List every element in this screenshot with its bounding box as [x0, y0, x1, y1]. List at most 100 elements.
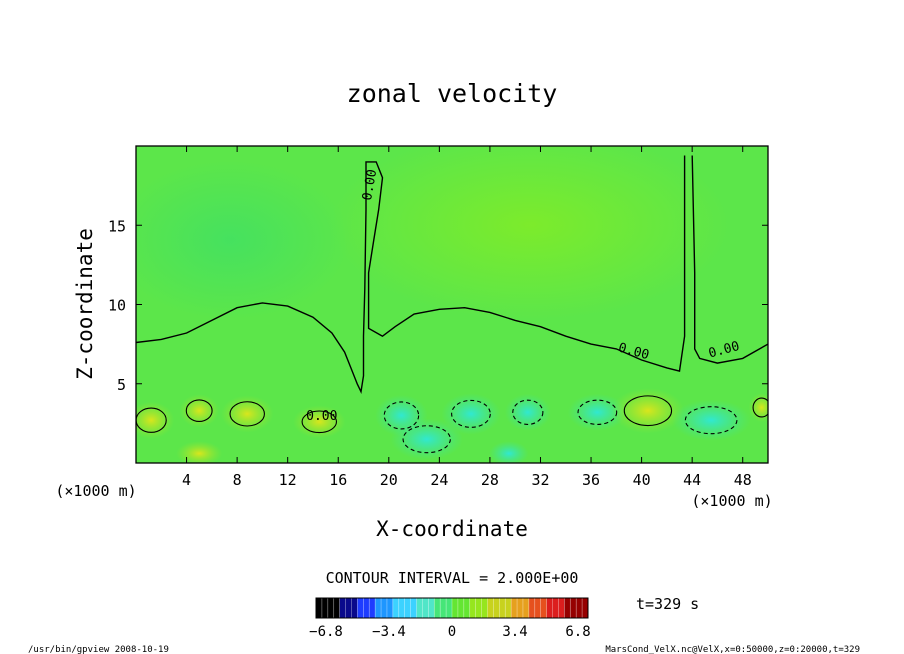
colorbar-tick-label: 0 [448, 624, 456, 640]
positive-velocity-cell [176, 441, 223, 463]
colorbar-frame [315, 597, 589, 619]
colorbar-swatch [493, 598, 500, 618]
colorbar-tick-label: 3.4 [502, 624, 527, 640]
x-tick-label: 40 [633, 471, 651, 489]
colorbar-tick-label: 6.8 [565, 624, 590, 640]
colorbar-swatch [369, 598, 376, 618]
colorbar-swatch [416, 598, 423, 618]
negative-contour [684, 406, 738, 435]
chart-title: zonal velocity [347, 79, 558, 108]
negative-velocity-cell [390, 418, 463, 460]
positive-velocity-cell [220, 395, 274, 433]
colorbar-swatch [505, 598, 512, 618]
y-tick-label: 5 [117, 376, 126, 394]
colorbar-swatch [528, 598, 535, 618]
colorbar-tick-label: −6.8 [309, 624, 343, 640]
colorbar-swatch [576, 598, 583, 618]
colorbar-swatch [469, 598, 476, 618]
positive-velocity-cell [292, 405, 346, 439]
colorbar-swatch [481, 598, 488, 618]
colorbar-swatch [422, 598, 429, 618]
x-tick-label: 28 [481, 471, 499, 489]
x-tick-label: 16 [329, 471, 347, 489]
colorbar-swatch [487, 598, 494, 618]
colorbar-swatch [327, 598, 334, 618]
colorbar-swatch [386, 598, 393, 618]
contour-label: 0.00 [306, 409, 337, 424]
negative-velocity-cell [504, 393, 551, 431]
field-upper-left-region [136, 160, 350, 320]
colorbar-swatch [316, 598, 322, 618]
positive-contour [185, 399, 213, 423]
colorbar-swatch [517, 598, 523, 618]
plot-area: 0.000.00 0.000.00 [136, 146, 768, 463]
zero-contour-line [136, 155, 686, 395]
negative-contour [512, 399, 544, 425]
colorbar-swatch [440, 598, 447, 618]
x-tick-label: 48 [734, 471, 752, 489]
colorbar: −6.8 −3.4 0 3.4 6.8 [309, 597, 591, 640]
negative-contour [577, 399, 618, 425]
negative-contour [402, 425, 451, 454]
y-axis-label: Z-coordinate [73, 228, 97, 380]
x-unit-left: (×1000 m) [55, 482, 136, 500]
colorbar-swatch [321, 598, 328, 618]
colorbar-swatch [381, 598, 387, 618]
positive-velocity-cell [611, 388, 685, 434]
colorbar-swatch [428, 598, 435, 618]
colorbar-swatch [446, 598, 452, 618]
colorbar-swatch [363, 598, 370, 618]
time-label: t=329 s [636, 595, 699, 613]
colorbar-swatch [434, 598, 441, 618]
negative-velocity-cell [441, 393, 501, 435]
x-unit-right: (×1000 m) [691, 492, 772, 510]
colorbar-swatch [511, 598, 518, 618]
x-tick-label: 36 [582, 471, 600, 489]
colorbar-swatch [392, 598, 399, 618]
colorbar-swatch [457, 598, 464, 618]
colorbar-swatch [398, 598, 405, 618]
positive-velocity-cell [136, 401, 175, 439]
x-tick-label: 8 [233, 471, 242, 489]
positive-contour [229, 401, 265, 427]
y-tick-label: 10 [108, 297, 126, 315]
x-tick-label: 20 [380, 471, 398, 489]
colorbar-swatch [499, 598, 506, 618]
positive-velocity-cell [748, 393, 768, 422]
colorbar-swatch [333, 598, 340, 618]
contour-label: 0.00 [360, 168, 380, 201]
colorbar-swatch [546, 598, 553, 618]
colorbar-swatch [410, 598, 417, 618]
x-tick-label: 24 [430, 471, 448, 489]
colorbar-swatch [357, 598, 364, 618]
negative-contour [451, 399, 491, 428]
y-tick-label: 15 [108, 217, 126, 235]
colorbar-swatch [375, 598, 382, 618]
x-tick-label: 44 [683, 471, 701, 489]
colorbar-swatch [570, 598, 577, 618]
contour-interval-label: CONTOUR INTERVAL = 2.000E+00 [326, 569, 579, 587]
positive-contour [623, 395, 673, 427]
positive-contour [301, 410, 338, 434]
colorbar-swatch [540, 598, 547, 618]
colorbar-swatch [339, 598, 346, 618]
positive-contour [752, 397, 768, 418]
field-upper-right-region [330, 146, 730, 320]
x-tick-label: 32 [531, 471, 549, 489]
x-tick-label: 12 [279, 471, 297, 489]
negative-velocity-cell [489, 441, 529, 463]
colorbar-tick-label: −3.4 [372, 624, 406, 640]
colorbar-swatch [582, 598, 588, 618]
colorbar-swatch [452, 598, 458, 618]
negative-velocity-cell [671, 399, 751, 441]
x-tick-label: 4 [182, 471, 191, 489]
negative-velocity-cell [567, 393, 627, 431]
colorbar-swatch [463, 598, 470, 618]
colorbar-swatch [351, 598, 358, 618]
footer-left: /usr/bin/gpview 2008-10-19 [28, 645, 169, 654]
colorbar-swatch [522, 598, 529, 618]
negative-contour [383, 401, 420, 430]
colorbar-swatch [534, 598, 541, 618]
colorbar-swatch [404, 598, 411, 618]
